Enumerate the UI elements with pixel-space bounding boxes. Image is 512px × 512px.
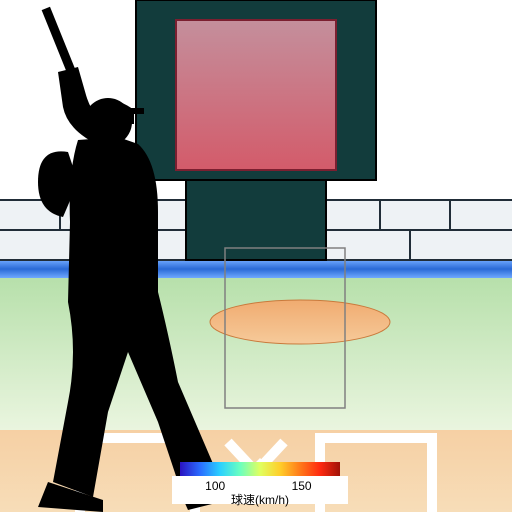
scene: 100 150球速(km/h) — [0, 0, 512, 512]
stand-upper-5 — [450, 200, 512, 230]
stand-upper-3 — [320, 200, 380, 230]
stand-lower-3 — [410, 230, 512, 260]
scoreboard-screen — [176, 20, 336, 170]
legend-tick-150: 150 — [292, 479, 312, 493]
pitchers-mound — [210, 300, 390, 344]
legend-colorbar — [180, 462, 340, 476]
legend-tick-100: 100 — [205, 479, 225, 493]
stand-lower-2 — [320, 230, 410, 260]
legend-axis-label: 球速(km/h) — [231, 493, 289, 507]
stand-upper-4 — [380, 200, 450, 230]
